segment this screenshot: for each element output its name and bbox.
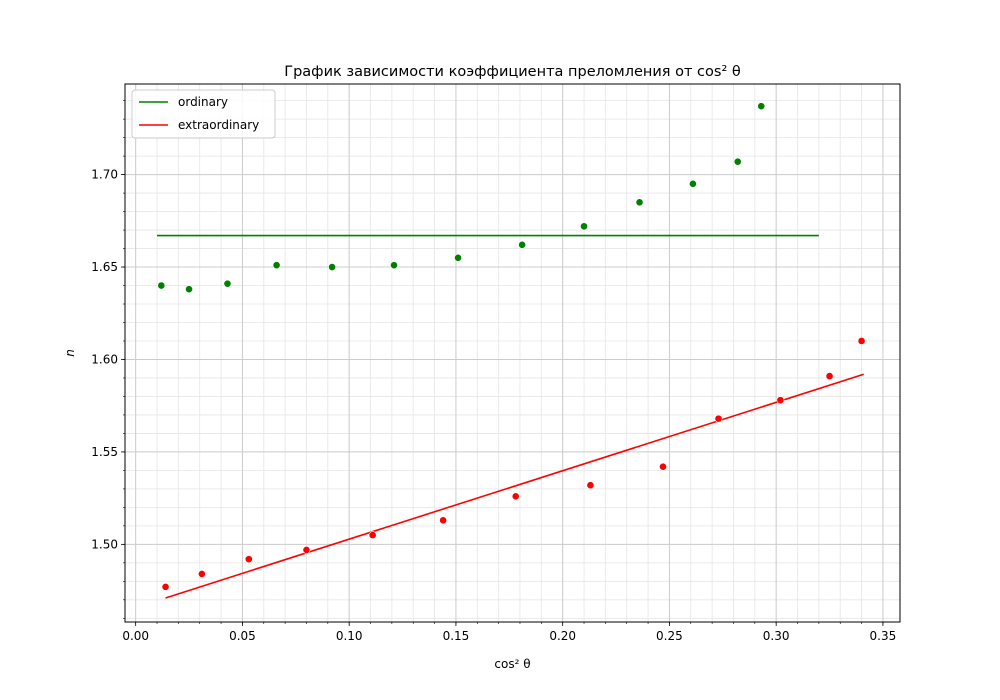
x-tick-label: 0.35 [870, 629, 897, 643]
fit-line-extraordinary [165, 373, 864, 599]
data-point-extraordinary [857, 337, 866, 345]
data-point-ordinary [390, 261, 398, 270]
data-point-ordinary [272, 261, 281, 270]
y-tick-label: 1.60 [91, 352, 118, 366]
x-tick-label: 0.30 [763, 629, 790, 643]
legend: ordinary extraordinary [131, 89, 276, 139]
x-tick-label: 0.10 [336, 629, 363, 643]
points-extraordinary [161, 337, 866, 591]
data-point-extraordinary [825, 372, 834, 381]
data-point-ordinary [454, 253, 462, 262]
legend-label-ordinary: ordinary [178, 95, 228, 109]
data-point-ordinary [328, 263, 336, 271]
data-point-extraordinary [439, 516, 448, 525]
plot-area: 0.00 0.05 0.10 0.15 0.20 0.25 0.30 0.35 1.50 1.55… [91, 83, 901, 643]
x-tick-label: 0.25 [656, 629, 683, 643]
points-ordinary [157, 102, 766, 294]
data-point-ordinary [518, 240, 527, 249]
y-tick-label: 1.65 [91, 260, 118, 274]
data-point-extraordinary [714, 414, 723, 423]
x-tick-label: 0.15 [443, 629, 470, 643]
chart-title: График зависимости коэффициента преломле… [284, 64, 741, 80]
data-point-extraordinary [659, 462, 667, 471]
axes-frame [124, 83, 901, 623]
x-tick-label: 0.20 [549, 629, 576, 643]
legend-label-extraordinary: extraordinary [178, 118, 259, 132]
data-point-extraordinary [776, 396, 785, 405]
x-tick-label: 0.05 [229, 629, 256, 643]
x-axis-title: cos² θ [494, 657, 530, 671]
data-point-ordinary [757, 102, 766, 111]
x-tick-label: 0.00 [122, 629, 149, 643]
y-tick-label: 1.50 [91, 537, 118, 551]
data-point-ordinary [157, 281, 166, 290]
data-point-extraordinary [161, 582, 170, 591]
data-point-ordinary [223, 279, 232, 288]
data-point-extraordinary [586, 481, 595, 490]
data-point-extraordinary [244, 555, 253, 564]
y-axis-title: n [63, 349, 77, 357]
data-point-ordinary [635, 198, 644, 207]
data-point-extraordinary [197, 570, 206, 578]
y-tick-label: 1.55 [91, 445, 118, 459]
y-tick-label: 1.70 [91, 168, 118, 182]
data-point-extraordinary [511, 492, 520, 501]
data-point-ordinary [580, 222, 588, 231]
data-point-ordinary [185, 285, 193, 294]
data-point-extraordinary [368, 531, 377, 540]
data-point-ordinary [689, 179, 697, 188]
grid [125, 84, 900, 622]
data-point-extraordinary [302, 545, 311, 554]
data-point-ordinary [733, 157, 742, 166]
